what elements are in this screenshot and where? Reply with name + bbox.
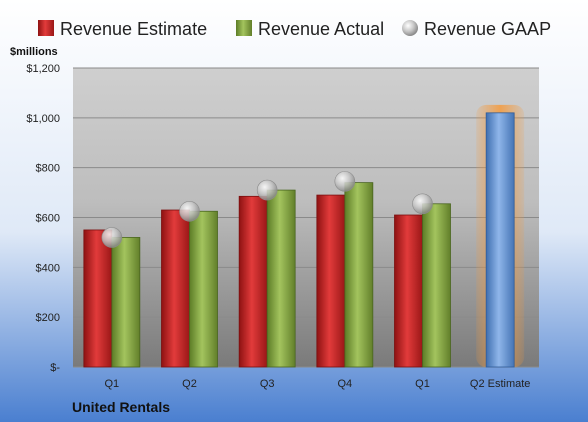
x-tick-label: Q2 Estimate <box>470 378 531 390</box>
legend-label-actual: Revenue Actual <box>258 19 384 39</box>
marker-revenue-gaap <box>334 171 356 192</box>
bar-revenue-actual <box>266 189 296 368</box>
y-axis-ticks: $- $200 $400 $600 $800 $1,000 $1,200 <box>26 63 60 374</box>
legend-swatch-estimate <box>38 20 54 36</box>
y-tick-label: $- <box>50 362 60 374</box>
x-axis-ticks: Q1 Q2 Q3 Q4 Q1 Q2 Estimate <box>104 378 530 390</box>
x-tick-label: Q3 <box>260 378 275 390</box>
marker-revenue-gaap <box>179 200 200 222</box>
y-tick-label: $800 <box>36 163 60 175</box>
gridlines <box>73 67 539 368</box>
x-tick-label: Q4 <box>337 378 352 390</box>
y-tick-label: $1,200 <box>26 63 60 75</box>
bar-revenue-estimate <box>238 195 268 368</box>
bar-revenue-estimate <box>161 209 190 368</box>
legend-swatch-gaap <box>402 20 418 36</box>
y-tick-label: $1,000 <box>26 113 60 125</box>
x-tick-label: Q1 <box>104 378 119 390</box>
bar-revenue-actual <box>422 203 451 368</box>
marker-revenue-gaap <box>256 179 278 201</box>
x-tick-label: Q2 <box>182 378 197 390</box>
marker-revenue-gaap <box>412 193 433 215</box>
bar-revenue-estimate <box>316 194 346 368</box>
y-tick-label: $600 <box>36 213 60 225</box>
legend: Revenue Estimate Revenue Actual Revenue … <box>38 19 551 39</box>
legend-swatch-actual <box>236 20 252 36</box>
gaap-markers <box>101 171 433 248</box>
y-tick-label: $400 <box>36 262 60 274</box>
x-tick-label: Q1 <box>415 378 430 390</box>
bar-revenue-estimate-forecast <box>485 112 515 368</box>
bar-revenue-estimate <box>83 229 113 368</box>
bar-revenue-estimate <box>394 214 423 368</box>
marker-revenue-gaap <box>101 227 123 248</box>
bar-revenue-actual <box>111 237 141 368</box>
bars <box>83 104 525 368</box>
company-name: United Rentals <box>72 399 170 415</box>
legend-label-estimate: Revenue Estimate <box>60 19 207 39</box>
y-axis-unit-label: $millions <box>10 46 58 58</box>
y-tick-label: $200 <box>36 312 60 324</box>
bar-revenue-actual <box>344 182 374 368</box>
legend-label-gaap: Revenue GAAP <box>424 19 551 39</box>
bar-revenue-actual <box>189 210 218 368</box>
